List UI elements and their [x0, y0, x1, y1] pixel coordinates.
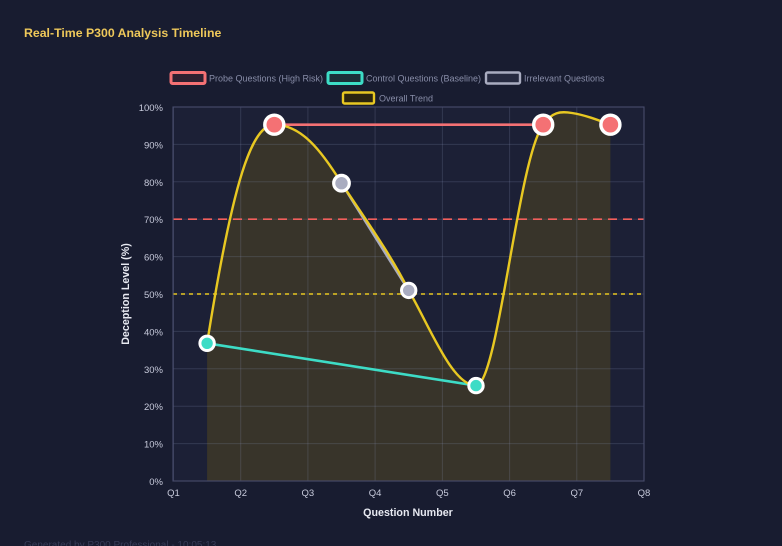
svg-text:100%: 100% — [139, 103, 164, 114]
svg-text:Question Number: Question Number — [363, 507, 453, 519]
svg-text:Q1: Q1 — [167, 488, 180, 499]
svg-text:Q4: Q4 — [369, 488, 382, 499]
svg-text:Probe Questions (High Risk): Probe Questions (High Risk) — [209, 73, 323, 83]
svg-text:0%: 0% — [149, 477, 163, 488]
svg-text:Control Questions (Baseline): Control Questions (Baseline) — [366, 73, 481, 83]
svg-text:90%: 90% — [144, 140, 164, 151]
svg-text:50%: 50% — [144, 290, 164, 301]
svg-text:20%: 20% — [144, 402, 164, 413]
svg-text:Q7: Q7 — [570, 488, 583, 499]
svg-text:Q5: Q5 — [436, 488, 449, 499]
svg-text:60%: 60% — [144, 253, 164, 264]
svg-text:Overall Trend: Overall Trend — [379, 93, 433, 103]
svg-text:Deception Level (%): Deception Level (%) — [120, 243, 132, 345]
svg-text:40%: 40% — [144, 327, 164, 338]
svg-text:Q6: Q6 — [503, 488, 516, 499]
svg-text:Q8: Q8 — [638, 488, 651, 499]
svg-text:Q3: Q3 — [302, 488, 315, 499]
svg-text:10%: 10% — [144, 440, 164, 451]
svg-text:80%: 80% — [144, 178, 164, 189]
svg-text:Irrelevant Questions: Irrelevant Questions — [524, 73, 605, 83]
svg-text:70%: 70% — [144, 215, 164, 226]
svg-text:Q2: Q2 — [234, 488, 247, 499]
svg-text:30%: 30% — [144, 365, 164, 376]
